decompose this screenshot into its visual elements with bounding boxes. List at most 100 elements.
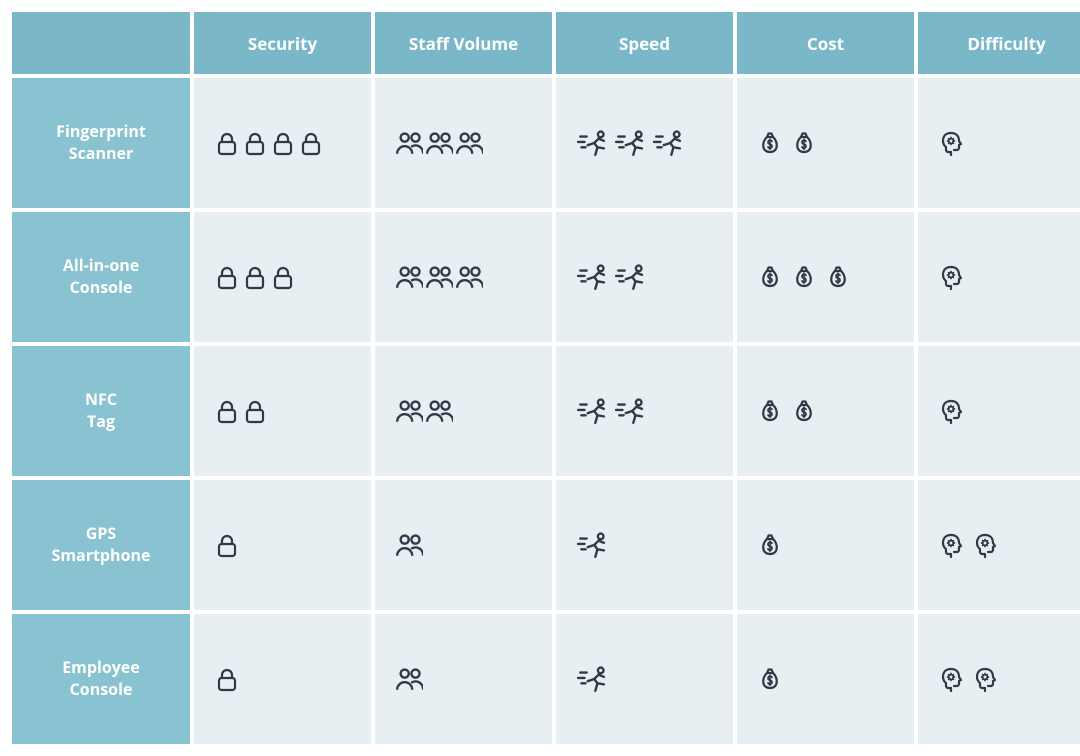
- brain-icon-group: [938, 129, 1080, 157]
- brain-icon: [972, 531, 998, 559]
- row-header-label: All-in-oneConsole: [63, 254, 139, 298]
- brain-icon: [938, 397, 964, 425]
- runner-icon: [576, 129, 606, 157]
- row-header: EmployeeConsole: [12, 614, 190, 744]
- brain-icon-group: [938, 665, 1080, 693]
- row-header: FingerprintScanner: [12, 78, 190, 208]
- col-header-difficulty: Difficulty: [918, 12, 1080, 74]
- lock-icon: [214, 665, 240, 693]
- lock-icon: [214, 531, 240, 559]
- table-row: EmployeeConsole: [12, 614, 1080, 744]
- corner-cell: [12, 12, 190, 74]
- lock-icon: [242, 263, 268, 291]
- people-icon: [395, 531, 423, 559]
- runner-icon: [576, 263, 606, 291]
- people-icon: [395, 263, 423, 291]
- moneybag-icon: [791, 397, 817, 425]
- lock-icon: [242, 129, 268, 157]
- moneybag-icon: [757, 397, 783, 425]
- people-icon: [395, 397, 423, 425]
- lock-icon-group: [214, 263, 371, 291]
- cell-security: [194, 212, 371, 342]
- table-row: NFCTag: [12, 346, 1080, 476]
- people-icon: [455, 263, 483, 291]
- cell-staff_volume: [375, 614, 552, 744]
- cell-speed: [556, 614, 733, 744]
- runner-icon-group: [576, 263, 733, 291]
- row-header: All-in-oneConsole: [12, 212, 190, 342]
- table-row: GPSSmartphone: [12, 480, 1080, 610]
- cell-staff_volume: [375, 346, 552, 476]
- row-header-label: EmployeeConsole: [62, 656, 140, 700]
- lock-icon: [270, 263, 296, 291]
- brain-icon-group: [938, 397, 1080, 425]
- cell-speed: [556, 346, 733, 476]
- lock-icon: [214, 397, 240, 425]
- runner-icon: [576, 397, 606, 425]
- table-row: All-in-oneConsole: [12, 212, 1080, 342]
- lock-icon: [270, 129, 296, 157]
- cell-staff_volume: [375, 78, 552, 208]
- runner-icon-group: [576, 531, 733, 559]
- cell-cost: [737, 346, 914, 476]
- moneybag-icon-group: [757, 531, 914, 559]
- cell-staff_volume: [375, 480, 552, 610]
- moneybag-icon-group: [757, 129, 914, 157]
- cell-speed: [556, 78, 733, 208]
- col-header-security: Security: [194, 12, 371, 74]
- people-icon-group: [395, 263, 552, 291]
- people-icon: [395, 129, 423, 157]
- col-header-speed: Speed: [556, 12, 733, 74]
- moneybag-icon-group: [757, 397, 914, 425]
- row-header-label: FingerprintScanner: [56, 120, 146, 164]
- col-header-staff_volume: Staff Volume: [375, 12, 552, 74]
- moneybag-icon: [791, 263, 817, 291]
- brain-icon: [938, 531, 964, 559]
- moneybag-icon: [791, 129, 817, 157]
- row-header: NFCTag: [12, 346, 190, 476]
- brain-icon: [938, 129, 964, 157]
- lock-icon-group: [214, 397, 371, 425]
- cell-cost: [737, 480, 914, 610]
- people-icon-group: [395, 665, 552, 693]
- cell-difficulty: [918, 346, 1080, 476]
- lock-icon: [298, 129, 324, 157]
- people-icon: [425, 129, 453, 157]
- people-icon: [425, 263, 453, 291]
- cell-cost: [737, 78, 914, 208]
- brain-icon: [938, 263, 964, 291]
- brain-icon: [972, 665, 998, 693]
- runner-icon-group: [576, 129, 733, 157]
- runner-icon: [614, 397, 644, 425]
- cell-security: [194, 480, 371, 610]
- cell-security: [194, 78, 371, 208]
- header-row: SecurityStaff VolumeSpeedCostDifficulty: [12, 12, 1080, 74]
- cell-difficulty: [918, 614, 1080, 744]
- runner-icon: [614, 263, 644, 291]
- people-icon-group: [395, 531, 552, 559]
- runner-icon-group: [576, 397, 733, 425]
- cell-staff_volume: [375, 212, 552, 342]
- row-header-label: GPSSmartphone: [52, 522, 151, 566]
- lock-icon-group: [214, 665, 371, 693]
- runner-icon: [652, 129, 682, 157]
- moneybag-icon-group: [757, 665, 914, 693]
- cell-cost: [737, 212, 914, 342]
- people-icon: [395, 665, 423, 693]
- moneybag-icon: [757, 531, 783, 559]
- cell-security: [194, 614, 371, 744]
- row-header: GPSSmartphone: [12, 480, 190, 610]
- moneybag-icon: [757, 129, 783, 157]
- lock-icon: [214, 263, 240, 291]
- brain-icon-group: [938, 531, 1080, 559]
- moneybag-icon: [825, 263, 851, 291]
- runner-icon: [576, 665, 606, 693]
- moneybag-icon: [757, 263, 783, 291]
- people-icon-group: [395, 397, 552, 425]
- cell-speed: [556, 480, 733, 610]
- lock-icon-group: [214, 129, 371, 157]
- runner-icon: [614, 129, 644, 157]
- runner-icon: [576, 531, 606, 559]
- comparison-table: SecurityStaff VolumeSpeedCostDifficulty …: [8, 8, 1080, 748]
- lock-icon: [214, 129, 240, 157]
